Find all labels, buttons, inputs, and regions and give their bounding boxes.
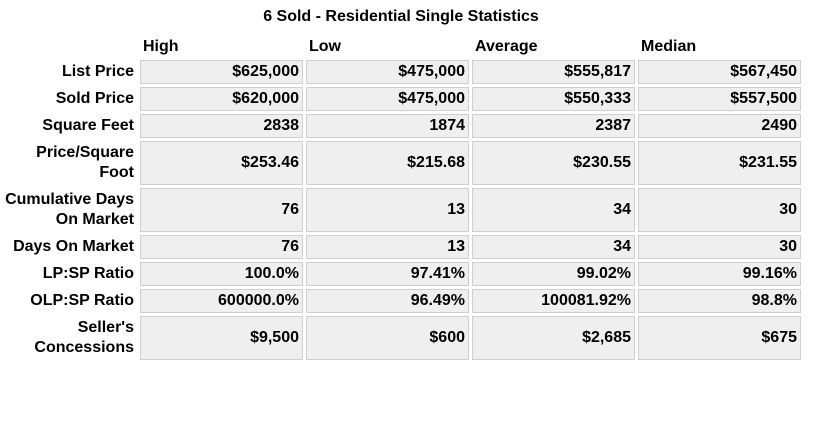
- row-label-lp-sp-ratio: LP:SP Ratio: [42, 265, 134, 282]
- table-cell: 34: [472, 188, 635, 232]
- table-cell: $215.68: [306, 141, 469, 185]
- table-cell: $567,450: [638, 60, 801, 84]
- row-label-days-on-market: Days On Market: [13, 238, 134, 255]
- column-header-low: Low: [309, 38, 341, 55]
- table-row: LP:SP Ratio 100.0% 97.41% 99.02% 99.16%: [3, 262, 801, 286]
- table-cell: 600000.0%: [140, 289, 303, 313]
- corner-cell: [3, 36, 137, 57]
- table-cell: 2387: [472, 114, 635, 138]
- table-cell: 99.16%: [638, 262, 801, 286]
- table-row: Square Feet 2838 1874 2387 2490: [3, 114, 801, 138]
- table-row: Cumulative Days On Market 76 13 34 30: [3, 188, 801, 232]
- table-cell: 2490: [638, 114, 801, 138]
- header-row: High Low Average Median: [3, 36, 801, 57]
- statistics-table: High Low Average Median List Price $625,…: [0, 33, 804, 363]
- table-row: Days On Market 76 13 34 30: [3, 235, 801, 259]
- table-cell: $475,000: [306, 87, 469, 111]
- table-cell: 98.8%: [638, 289, 801, 313]
- table-cell: 99.02%: [472, 262, 635, 286]
- row-label-price-per-square-foot: Price/Square Foot: [36, 144, 134, 181]
- table-cell: 100081.92%: [472, 289, 635, 313]
- table-cell: $620,000: [140, 87, 303, 111]
- table-cell: 76: [140, 235, 303, 259]
- column-header-high: High: [143, 38, 179, 55]
- column-header-median: Median: [641, 38, 697, 55]
- table-cell: $230.55: [472, 141, 635, 185]
- table-cell: 97.41%: [306, 262, 469, 286]
- table-cell: 30: [638, 188, 801, 232]
- table-cell: $600: [306, 316, 469, 360]
- table-cell: 13: [306, 188, 469, 232]
- table-row: Price/Square Foot $253.46 $215.68 $230.5…: [3, 141, 801, 185]
- row-label-sold-price: Sold Price: [55, 90, 134, 107]
- table-row: Sold Price $620,000 $475,000 $550,333 $5…: [3, 87, 801, 111]
- table-cell: $2,685: [472, 316, 635, 360]
- table-row: List Price $625,000 $475,000 $555,817 $5…: [3, 60, 801, 84]
- table-cell: $231.55: [638, 141, 801, 185]
- table-cell: 100.0%: [140, 262, 303, 286]
- table-cell: 30: [638, 235, 801, 259]
- row-label-olp-sp-ratio: OLP:SP Ratio: [30, 292, 134, 309]
- table-row: OLP:SP Ratio 600000.0% 96.49% 100081.92%…: [3, 289, 801, 313]
- table-cell: $253.46: [140, 141, 303, 185]
- row-label-square-feet: Square Feet: [42, 117, 134, 134]
- table-cell: $555,817: [472, 60, 635, 84]
- row-label-sellers-concessions: Seller's Concessions: [34, 319, 134, 356]
- table-cell: 96.49%: [306, 289, 469, 313]
- table-cell: $557,500: [638, 87, 801, 111]
- table-cell: 1874: [306, 114, 469, 138]
- table-cell: $475,000: [306, 60, 469, 84]
- column-header-average: Average: [475, 38, 538, 55]
- table-cell: 76: [140, 188, 303, 232]
- table-cell: $9,500: [140, 316, 303, 360]
- table-cell: 13: [306, 235, 469, 259]
- page-title: 6 Sold - Residential Single Statistics: [263, 8, 539, 25]
- table-cell: $675: [638, 316, 801, 360]
- table-cell: $625,000: [140, 60, 303, 84]
- table-cell: 34: [472, 235, 635, 259]
- table-cell: 2838: [140, 114, 303, 138]
- row-label-list-price: List Price: [61, 63, 134, 80]
- row-label-cumulative-days-on-market: Cumulative Days On Market: [5, 191, 134, 228]
- table-cell: $550,333: [472, 87, 635, 111]
- table-row: Seller's Concessions $9,500 $600 $2,685 …: [3, 316, 801, 360]
